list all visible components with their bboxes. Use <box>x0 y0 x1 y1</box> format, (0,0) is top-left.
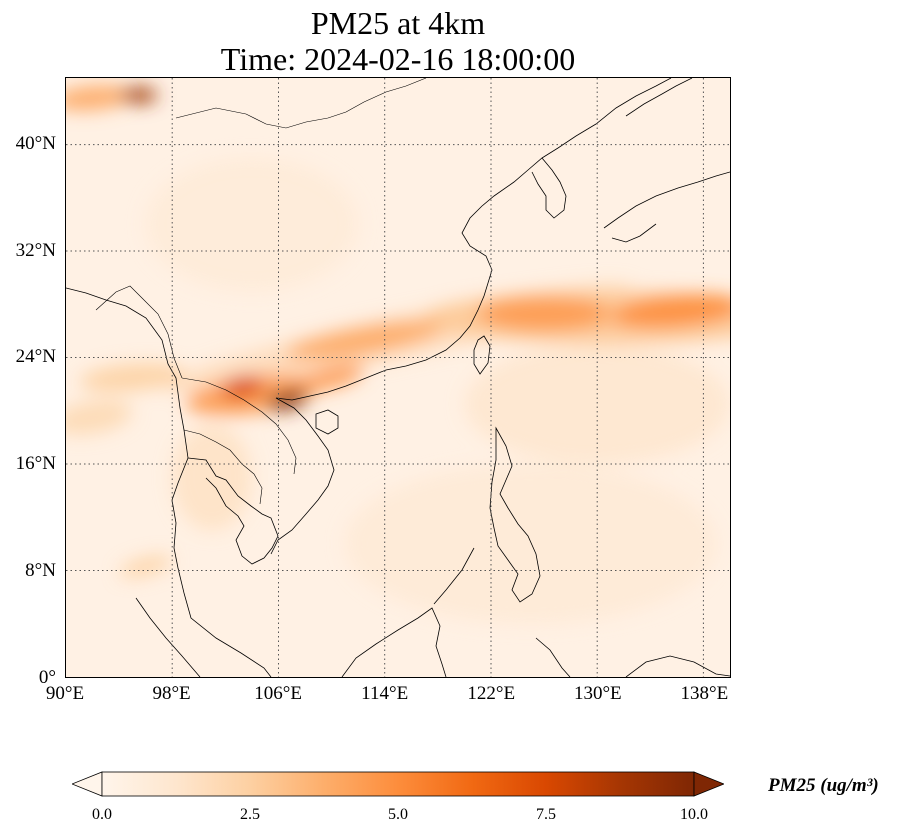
pm25-plume-layer <box>66 85 730 624</box>
pm25-plume-9 <box>66 85 133 111</box>
colorbar-graphic <box>70 771 726 797</box>
vietnam-coastline <box>270 397 335 555</box>
pm25-plume-2 <box>464 344 730 464</box>
pm25-plume-7 <box>119 556 172 577</box>
graticule-gridlines <box>66 78 730 677</box>
pm25-plume-15 <box>221 375 264 398</box>
longitude-tick-label: 130°E <box>573 683 622 704</box>
longitude-tick-label: 114°E <box>361 683 409 704</box>
pm25-plume-5 <box>66 400 132 435</box>
latitude-tick-label: 32°N <box>15 239 56 261</box>
colorbar-label: PM25 (ug/m³) <box>768 775 879 796</box>
japan-islands <box>603 78 730 243</box>
hainan-island <box>315 409 339 435</box>
latitude-tick-label: 0° <box>38 667 56 688</box>
colorbar <box>70 770 726 798</box>
map-title: PM25 at 4km <box>310 5 486 41</box>
taiwan-island <box>473 335 491 375</box>
borneo-coastline <box>341 607 447 677</box>
myanmar-border <box>95 285 183 379</box>
colorbar-tick-label: 5.0 <box>388 806 408 823</box>
longitude-tick-label: 138°E <box>680 683 729 704</box>
pm25-plume-6 <box>79 363 186 392</box>
pm25-plume-17 <box>267 389 309 411</box>
latitude-tick-label: 24°N <box>15 346 56 368</box>
pm25-plume-1 <box>344 464 717 624</box>
pm25-plume-12 <box>299 364 364 391</box>
colorbar-tick-label: 7.5 <box>536 806 556 823</box>
map-panel <box>65 77 731 678</box>
colorbar-tick-label: 0.0 <box>92 806 112 823</box>
pm25-plume-16 <box>120 87 158 104</box>
map-time-subtitle: Time: 2024-02-16 18:00:00 <box>220 41 576 77</box>
thailand-border <box>183 429 263 505</box>
pm25-plume-3 <box>172 424 252 531</box>
mongolia-border <box>175 78 427 129</box>
korean-peninsula <box>531 157 567 219</box>
pm25-concentration-map <box>66 78 730 677</box>
colorbar-tick-label: 2.5 <box>240 806 260 823</box>
colorbar-gradient <box>101 771 695 797</box>
longitude-tick-label: 122°E <box>467 683 516 704</box>
pm25-plume-0 <box>145 157 359 291</box>
longitude-tick-label: 98°E <box>152 683 191 704</box>
mainland-coastline <box>66 287 272 677</box>
south-china-coastline <box>275 78 672 401</box>
latitude-tick-label: 16°N <box>15 453 56 475</box>
latitude-tick-label: 40°N <box>15 132 56 154</box>
colorbar-tick-label: 10.0 <box>680 806 708 823</box>
colorbar-low-extend-triangle <box>70 771 103 797</box>
indochina-coastline <box>187 457 279 565</box>
laos-border <box>181 377 297 475</box>
longitude-tick-label: 90°E <box>45 683 85 704</box>
pm25-plume-13 <box>477 296 611 331</box>
longitude-tick-label: 106°E <box>254 683 302 704</box>
pm25-plume-10 <box>286 321 444 360</box>
pm25-plume-14 <box>610 293 730 328</box>
sulawesi-new-guinea-coastline <box>535 637 730 677</box>
sumatra-coastline <box>135 597 201 677</box>
latitude-tick-label: 8°N <box>25 560 56 582</box>
colorbar-high-extend-triangle <box>693 771 726 797</box>
